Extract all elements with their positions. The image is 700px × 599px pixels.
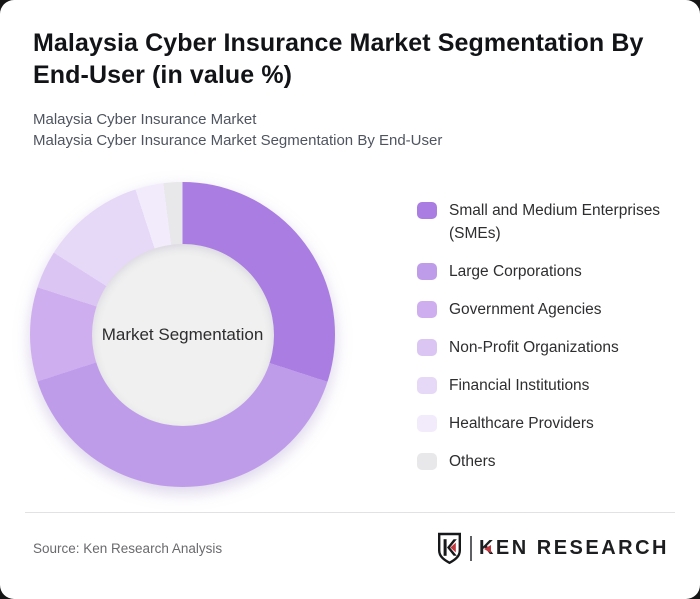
legend-swatch-government-agencies-icon bbox=[417, 301, 437, 318]
page-title-line2: End-User (in value %) bbox=[33, 61, 293, 89]
ken-research-logo: KEN RESEARCH bbox=[436, 532, 669, 565]
legend-swatch-non-profit-icon bbox=[417, 339, 437, 356]
legend-item-smes: Small and Medium Enterprises (SMEs) bbox=[417, 199, 685, 245]
legend-label-large-corporations: Large Corporations bbox=[449, 263, 582, 280]
subtitle-line-segmentation: Malaysia Cyber Insurance Market Segmenta… bbox=[33, 132, 443, 149]
logo-wordmark: KEN RESEARCH bbox=[478, 537, 669, 559]
legend-label-financial-institutions: Financial Institutions bbox=[449, 377, 590, 394]
ken-research-shield-icon bbox=[437, 532, 461, 565]
legend-label-smes: Small and Medium Enterprises (SMEs) bbox=[449, 202, 661, 242]
page-title-line1: Malaysia Cyber Insurance Market Segmenta… bbox=[33, 29, 644, 57]
donut-chart: Market Segmentation bbox=[30, 182, 335, 487]
legend-swatch-healthcare-providers-icon bbox=[417, 415, 437, 432]
legend-label-government-agencies: Government Agencies bbox=[449, 301, 602, 318]
legend-label-others: Others bbox=[449, 453, 496, 470]
donut-center: Market Segmentation bbox=[91, 243, 274, 426]
legend-swatch-large-corporations-icon bbox=[417, 263, 437, 280]
legend-label-healthcare-providers: Healthcare Providers bbox=[449, 415, 594, 432]
logo-k-accent-icon bbox=[483, 544, 491, 553]
legend-label-non-profit: Non-Profit Organizations bbox=[449, 339, 619, 356]
legend-item-non-profit: Non-Profit Organizations bbox=[417, 336, 685, 359]
footer-divider bbox=[25, 512, 675, 513]
subtitle-line-market: Malaysia Cyber Insurance Market bbox=[33, 111, 257, 128]
legend-item-others: Others bbox=[417, 450, 685, 473]
chart-legend: Small and Medium Enterprises (SMEs) Larg… bbox=[417, 199, 685, 473]
logo-separator bbox=[469, 536, 472, 561]
page-title: Malaysia Cyber Insurance Market Segmenta… bbox=[33, 27, 673, 91]
chart-subtitle: Malaysia Cyber Insurance Market Malaysia… bbox=[33, 109, 653, 151]
logo-wordmark-wrap: KEN RESEARCH bbox=[479, 537, 669, 560]
legend-swatch-financial-institutions-icon bbox=[417, 377, 437, 394]
legend-swatch-others-icon bbox=[417, 453, 437, 470]
legend-item-financial-institutions: Financial Institutions bbox=[417, 374, 685, 397]
source-text: Source: Ken Research Analysis bbox=[33, 541, 223, 556]
legend-item-government-agencies: Government Agencies bbox=[417, 298, 685, 321]
legend-item-healthcare-providers: Healthcare Providers bbox=[417, 412, 685, 435]
legend-swatch-smes-icon bbox=[417, 202, 437, 219]
donut-center-label: Market Segmentation bbox=[101, 324, 264, 344]
legend-item-large-corporations: Large Corporations bbox=[417, 260, 685, 283]
